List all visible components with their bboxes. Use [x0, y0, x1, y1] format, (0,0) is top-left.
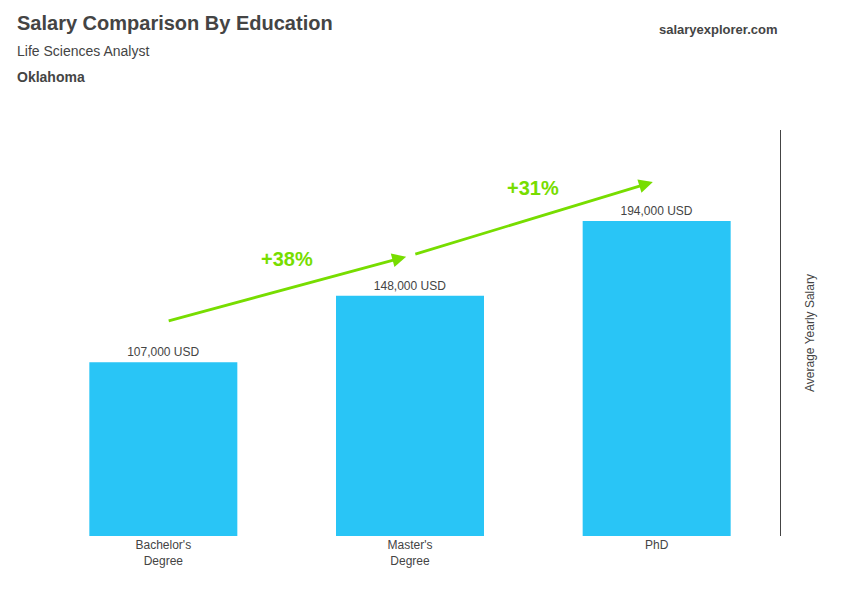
svg-text:107,000 USD: 107,000 USD	[127, 345, 199, 359]
svg-text:Master'sDegree: Master'sDegree	[388, 538, 433, 568]
svg-text:Bachelor'sDegree: Bachelor'sDegree	[136, 538, 192, 568]
svg-text:salaryexplorer.com: salaryexplorer.com	[659, 22, 778, 37]
svg-text:+38%: +38%	[261, 248, 313, 270]
svg-text:PhD: PhD	[645, 538, 669, 552]
svg-text:+31%: +31%	[507, 177, 559, 199]
svg-text:Salary Comparison By Education: Salary Comparison By EducationLife Scien…	[17, 12, 333, 85]
svg-text:194,000 USD: 194,000 USD	[620, 204, 692, 218]
svg-text:148,000 USD: 148,000 USD	[374, 279, 446, 293]
svg-text:Average Yearly Salary: Average Yearly Salary	[803, 274, 817, 392]
